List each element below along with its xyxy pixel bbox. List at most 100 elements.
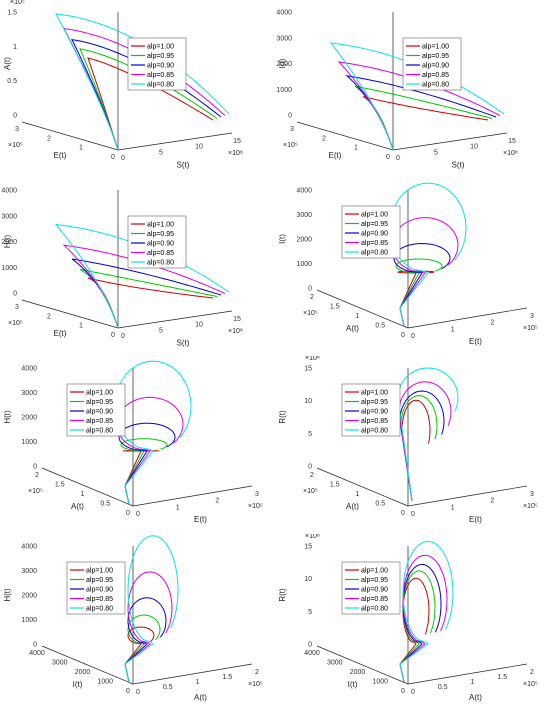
- z-tick-label: 3000: [1, 213, 17, 220]
- legend-label: alp=0.85: [86, 596, 113, 603]
- y-tick-label: 5: [159, 149, 163, 156]
- legend-label: alp=1.00: [86, 390, 113, 397]
- series-line: [393, 242, 451, 327]
- z-tick-label: 15: [304, 544, 312, 551]
- z-tick-label: 0.5: [7, 78, 17, 85]
- x-axis-label: I(t): [348, 680, 358, 689]
- z-tick-label: 3000: [296, 212, 312, 219]
- series-line: [124, 597, 167, 683]
- z-tick-label: 2000: [21, 415, 37, 422]
- z-tick-label: 4000: [1, 188, 17, 195]
- z-tick-label: 2000: [1, 239, 17, 246]
- series-line: [398, 381, 452, 502]
- y-axis-line: [132, 663, 253, 685]
- legend-label: alp=0.80: [422, 82, 449, 89]
- x-axis-label: E(t): [329, 151, 342, 160]
- legend-box: [66, 383, 126, 437]
- y-tick-label: 0.5: [163, 684, 173, 691]
- y-tick-label: 5: [159, 327, 163, 334]
- z-tick-label: 4000: [296, 188, 312, 195]
- x-tick-label: 2: [310, 472, 314, 479]
- y-multiplier: ×10⁸: [228, 150, 243, 157]
- x-tick-label: 2000: [350, 669, 366, 676]
- z-multiplier: ×10⁸: [305, 356, 320, 362]
- legend-label: alp=0.85: [422, 72, 449, 79]
- y-multiplier: ×10⁵: [523, 325, 538, 332]
- x-tick-label: 0: [386, 154, 390, 161]
- z-tick-label: 2000: [21, 593, 37, 600]
- legend-label: alp=0.80: [147, 82, 174, 89]
- x-axis-line: [21, 299, 119, 329]
- series-line: [389, 182, 467, 327]
- y-tick-label: 1: [196, 679, 200, 686]
- legend-label: alp=0.90: [361, 231, 388, 238]
- x-tick-label: 3: [290, 126, 294, 133]
- legend-label: alp=0.90: [361, 409, 388, 416]
- z-tick-label: 1000: [276, 87, 292, 94]
- x-tick-label: 1: [79, 145, 83, 152]
- x-multiplier: ×10⁵: [8, 320, 23, 327]
- x-tick-label: 0.5: [375, 323, 385, 330]
- z-multiplier: ×10⁸: [305, 534, 320, 540]
- series-line: [399, 577, 430, 683]
- x-multiplier: ×10⁵: [303, 310, 318, 317]
- z-tick-label: 5: [308, 609, 312, 616]
- x-tick-label: 3000: [52, 660, 68, 667]
- z-axis-label: I(t): [278, 58, 287, 68]
- series-line: [399, 554, 448, 683]
- series-line: [397, 270, 435, 327]
- y-tick-label: 10: [195, 144, 203, 151]
- legend-label: alp=0.85: [86, 418, 113, 425]
- y-tick-label: 15: [233, 316, 241, 323]
- y-tick-label: 0: [396, 155, 400, 162]
- legend-label: alp=0.90: [422, 63, 449, 70]
- panel-8: 0 5 10 15 R(t) ×10⁸ 0 1000 2000 3000 4000 I(t) 0 0.5 1…: [275, 534, 550, 712]
- legend-label: alp=0.85: [147, 250, 174, 257]
- z-tick-label: 0: [308, 286, 312, 293]
- z-tick-label: 0: [13, 291, 17, 298]
- legend-label: alp=0.90: [86, 587, 113, 594]
- z-axis-label: A(t): [3, 57, 12, 70]
- x-axis-line: [316, 645, 409, 685]
- y-axis-line: [392, 132, 508, 151]
- z-tick-label: 0: [33, 642, 37, 649]
- x-axis-line: [41, 467, 134, 507]
- legend-label: alp=0.85: [147, 72, 174, 79]
- y-tick-label: 3: [530, 491, 534, 498]
- x-axis-label: E(t): [54, 329, 67, 338]
- y-axis-line: [117, 132, 233, 151]
- z-tick-label: 0: [308, 464, 312, 471]
- series-line: [124, 614, 161, 683]
- x-tick-label: 0: [126, 510, 130, 517]
- z-tick-label: 4000: [276, 10, 292, 17]
- x-tick-label: 4000: [304, 650, 320, 657]
- x-axis-line: [316, 467, 409, 507]
- chart-svg: 0 1000 2000 3000 4000 I(t) 0 0.5 1 1.5 2 A(t) ×10⁵ 0 1…: [278, 182, 538, 346]
- z-tick-label: 0: [13, 113, 17, 120]
- x-tick-label: 0: [401, 332, 405, 339]
- legend-label: alp=1.00: [361, 568, 388, 575]
- y-axis-line: [407, 663, 528, 685]
- chart-svg: 0 1000 2000 3000 4000 H(t) 0 1000 2000 3000 4000 I(…: [3, 535, 263, 702]
- y-tick-label: 2: [490, 320, 494, 327]
- y-tick-label: 0: [411, 333, 415, 340]
- z-tick-label: 4000: [21, 366, 37, 373]
- x-axis-label: A(t): [71, 502, 84, 511]
- x-tick-label: 1.5: [330, 304, 340, 311]
- series-line: [71, 258, 222, 329]
- y-axis-label: E(t): [469, 337, 482, 346]
- z-tick-label: 10: [304, 398, 312, 405]
- z-tick-label: 1000: [1, 265, 17, 272]
- z-tick-label: 0: [308, 642, 312, 649]
- x-axis-line: [21, 121, 119, 151]
- series-line: [400, 395, 438, 502]
- x-tick-label: 1: [356, 491, 360, 498]
- legend-box: [341, 383, 401, 437]
- x-tick-label: 3000: [327, 660, 343, 667]
- chart-svg: 0 5 10 15 R(t) ×10⁸ 0 1000 2000 3000 4000 I(t) 0 0.5 1…: [278, 534, 538, 702]
- legend-label: alp=0.95: [361, 577, 388, 584]
- legend-box: [341, 561, 401, 615]
- legend-label: alp=1.00: [422, 44, 449, 51]
- z-tick-label: 15: [304, 366, 312, 373]
- x-tick-label: 2: [47, 135, 51, 142]
